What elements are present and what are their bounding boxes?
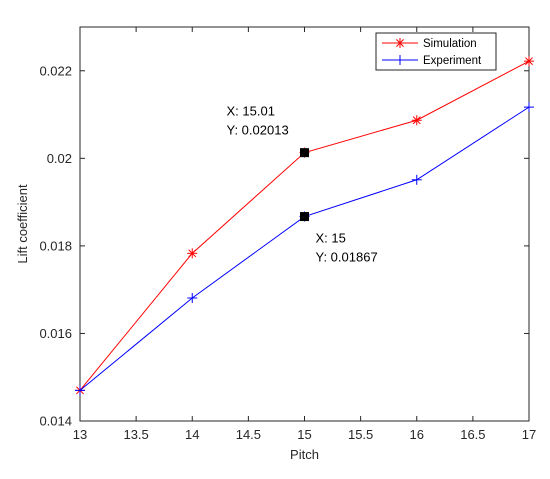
x-tick-label: 16 (410, 427, 424, 442)
datatip-marker (300, 148, 309, 158)
datatip-label: Y: 0.01867 (316, 250, 378, 265)
x-tick-label: 16.5 (460, 427, 485, 442)
datatip-label: X: 15 (316, 231, 346, 246)
x-tick-label: 15 (297, 427, 311, 442)
y-tick-label: 0.016 (39, 326, 72, 341)
legend-box (375, 32, 497, 71)
data-point-experiment (411, 174, 422, 185)
data-point-experiment (524, 102, 534, 113)
y-tick-label: 0.014 (39, 414, 72, 429)
legend-label-simulation: Simulation (423, 38, 477, 50)
marker-stroke (188, 249, 197, 258)
x-tick-label: 14 (185, 427, 199, 442)
axes-group: 13 13.5 14 14.5 15 15.5 16 16.5 17 0.014 0.016 0.01… (39, 26, 536, 442)
y-tick-label: 0.022 (39, 63, 72, 78)
plot-frame (79, 26, 530, 422)
x-tick-label: 15.5 (348, 427, 373, 442)
marker-stroke (396, 39, 404, 47)
legend-item-experiment: Experiment (382, 55, 482, 67)
data-point-experiment (75, 385, 85, 396)
x-tick-label: 13 (73, 427, 87, 442)
x-axis-label: Pitch (290, 447, 319, 462)
data-point-experiment (187, 292, 198, 303)
data-point-simulation (524, 56, 534, 67)
x-tick-label: 17 (522, 427, 536, 442)
y-tick-label: 0.018 (39, 238, 72, 253)
x-tick-label: 13.5 (123, 427, 148, 442)
x-tick-label: 14.5 (236, 427, 261, 442)
datatip-marker (300, 212, 309, 222)
datatip-group: X: 15.01 Y: 0.02013 X: 15 Y: 0.01867 (227, 104, 378, 265)
legend-item-simulation: Simulation (382, 38, 477, 50)
datatip-label: X: 15.01 (227, 104, 275, 119)
legend-label-experiment: Experiment (423, 55, 482, 67)
y-tick-label: 0.02 (47, 151, 72, 166)
legend-group: Simulation Experiment (375, 32, 497, 71)
data-point-simulation (411, 115, 422, 126)
data-point-simulation (187, 248, 198, 259)
datatip-label: Y: 0.02013 (227, 123, 289, 138)
y-axis-label: Lift coefficient (15, 184, 30, 264)
marker-stroke (412, 116, 421, 125)
marker-stroke (525, 57, 533, 66)
